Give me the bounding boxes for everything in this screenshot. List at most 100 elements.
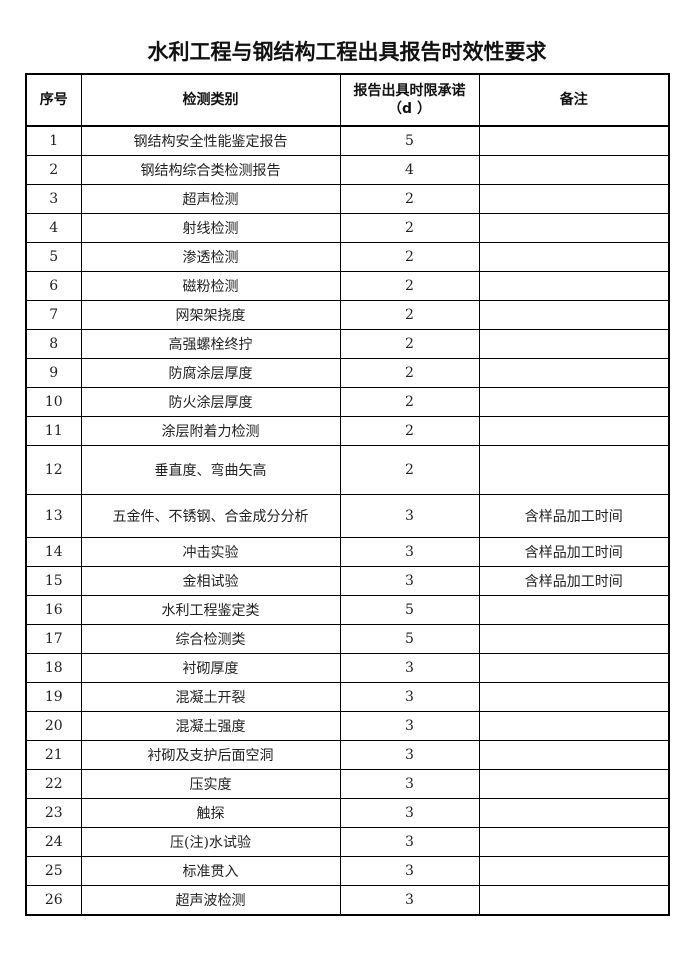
cell-note (478, 387, 670, 417)
cell-note (478, 595, 670, 625)
cell-no: 14 (25, 537, 82, 567)
cell-no: 9 (25, 358, 82, 388)
cell-category: 超声检测 (80, 184, 341, 214)
cell-category: 冲击实验 (80, 537, 341, 567)
cell-days: 3 (339, 885, 480, 916)
cell-no: 7 (25, 300, 82, 330)
cell-note (478, 213, 670, 243)
cell-note (478, 711, 670, 741)
cell-note (478, 624, 670, 654)
table-row: 26 超声波检测 3 (25, 885, 670, 916)
table-row: 5 渗透检测 2 (25, 242, 670, 272)
cell-note: 含样品加工时间 (478, 566, 670, 596)
cell-no: 21 (25, 740, 82, 770)
cell-days: 3 (339, 566, 480, 596)
cell-no: 11 (25, 416, 82, 446)
table-row: 3 超声检测 2 (25, 184, 670, 214)
cell-note: 含样品加工时间 (478, 537, 670, 567)
cell-days: 3 (339, 856, 480, 886)
cell-note (478, 445, 670, 495)
cell-note (478, 242, 670, 272)
cell-category: 五金件、不锈钢、合金成分分析 (80, 494, 341, 538)
cell-days: 3 (339, 711, 480, 741)
cell-days: 2 (339, 300, 480, 330)
table-row: 23 触探 3 (25, 798, 670, 828)
cell-category: 钢结构综合类检测报告 (80, 155, 341, 185)
table-row: 7 网架架挠度 2 (25, 300, 670, 330)
cell-note (478, 184, 670, 214)
cell-days: 5 (339, 624, 480, 654)
cell-no: 15 (25, 566, 82, 596)
table-row: 2 钢结构综合类检测报告 4 (25, 155, 670, 185)
cell-days: 3 (339, 537, 480, 567)
cell-no: 2 (25, 155, 82, 185)
cell-note (478, 300, 670, 330)
table-row: 12 垂直度、弯曲矢高 2 (25, 445, 670, 495)
table-row: 18 衬砌厚度 3 (25, 653, 670, 683)
cell-category: 混凝土强度 (80, 711, 341, 741)
cell-no: 17 (25, 624, 82, 654)
cell-days: 2 (339, 242, 480, 272)
cell-days: 3 (339, 827, 480, 857)
cell-note (478, 155, 670, 185)
cell-no: 3 (25, 184, 82, 214)
cell-no: 23 (25, 798, 82, 828)
table-row: 19 混凝土开裂 3 (25, 682, 670, 712)
cell-category: 压(注)水试验 (80, 827, 341, 857)
cell-days: 2 (339, 387, 480, 417)
cell-days: 2 (339, 358, 480, 388)
table-row: 11 涂层附着力检测 2 (25, 416, 670, 446)
cell-category: 标准贯入 (80, 856, 341, 886)
table-row: 15 金相试验 3 含样品加工时间 (25, 566, 670, 596)
cell-note (478, 885, 670, 916)
cell-no: 4 (25, 213, 82, 243)
cell-days: 2 (339, 329, 480, 359)
cell-note (478, 682, 670, 712)
cell-days: 2 (339, 271, 480, 301)
cell-category: 综合检测类 (80, 624, 341, 654)
cell-note (478, 798, 670, 828)
table-row: 14 冲击实验 3 含样品加工时间 (25, 537, 670, 567)
cell-note (478, 271, 670, 301)
cell-days: 3 (339, 494, 480, 538)
cell-days: 2 (339, 184, 480, 214)
cell-days: 3 (339, 740, 480, 770)
cell-category: 压实度 (80, 769, 341, 799)
cell-days: 2 (339, 416, 480, 446)
table-row: 9 防腐涂层厚度 2 (25, 358, 670, 388)
cell-note (478, 769, 670, 799)
cell-no: 25 (25, 856, 82, 886)
cell-note (478, 856, 670, 886)
header-no: 序号 (25, 73, 82, 127)
header-note: 备注 (478, 73, 670, 127)
cell-no: 24 (25, 827, 82, 857)
table-row: 20 混凝土强度 3 (25, 711, 670, 741)
cell-days: 3 (339, 798, 480, 828)
table-row: 21 衬砌及支护后面空洞 3 (25, 740, 670, 770)
cell-no: 10 (25, 387, 82, 417)
cell-note: 含样品加工时间 (478, 494, 670, 538)
cell-note (478, 416, 670, 446)
cell-days: 3 (339, 653, 480, 683)
cell-category: 混凝土开裂 (80, 682, 341, 712)
cell-category: 防火涂层厚度 (80, 387, 341, 417)
cell-category: 超声波检测 (80, 885, 341, 916)
cell-category: 触探 (80, 798, 341, 828)
cell-no: 20 (25, 711, 82, 741)
cell-no: 8 (25, 329, 82, 359)
cell-category: 钢结构安全性能鉴定报告 (80, 125, 341, 156)
table-row: 1 钢结构安全性能鉴定报告 5 (25, 125, 670, 156)
cell-note (478, 740, 670, 770)
cell-no: 18 (25, 653, 82, 683)
table-row: 6 磁粉检测 2 (25, 271, 670, 301)
document-title: 水利工程与钢结构工程出具报告时效性要求 (147, 40, 547, 64)
header-days: 报告出具时限承诺 （d ） (339, 73, 480, 127)
cell-days: 2 (339, 445, 480, 495)
table-row: 4 射线检测 2 (25, 213, 670, 243)
cell-no: 26 (25, 885, 82, 916)
cell-category: 金相试验 (80, 566, 341, 596)
cell-category: 涂层附着力检测 (80, 416, 341, 446)
cell-category: 水利工程鉴定类 (80, 595, 341, 625)
cell-category: 高强螺栓终拧 (80, 329, 341, 359)
cell-no: 16 (25, 595, 82, 625)
